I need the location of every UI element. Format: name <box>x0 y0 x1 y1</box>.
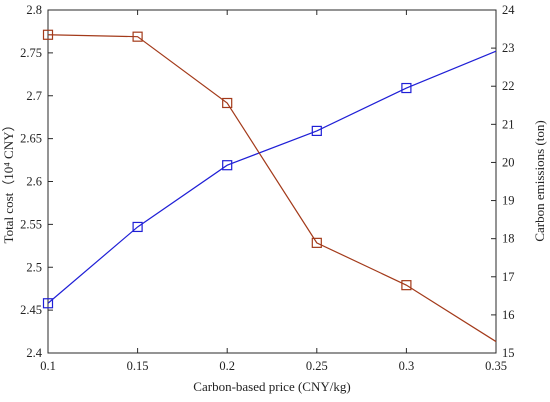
data-point-marker-right-axis <box>222 97 233 109</box>
y-left-tick-label: 2.4 <box>26 346 42 360</box>
y-left-tick-label: 2.6 <box>26 175 42 189</box>
y-right-tick-label: 23 <box>502 41 515 55</box>
x-axis-title: Carbon-based price (CNY/kg) <box>193 379 350 394</box>
y-right-tick-label: 15 <box>502 346 515 360</box>
data-point-marker-left-axis <box>401 82 412 94</box>
y-right-tick-label: 18 <box>502 232 515 246</box>
y-left-tick-label: 2.8 <box>26 3 42 17</box>
x-tick-label: 0.3 <box>399 359 415 373</box>
plot-area <box>47 9 497 354</box>
ticks-layer: 0.1 0.15 0.2 0.25 0.3 0.35 2.4 2.45 2.5 2.55 2.6 2.… <box>20 3 515 373</box>
y-left-axis-title: Total cost（10⁴ CNY） <box>1 119 16 244</box>
y-left-tick-label: 2.75 <box>20 46 42 60</box>
x-tick-label: 0.15 <box>127 359 149 373</box>
y-right-tick-label: 24 <box>502 3 515 17</box>
y-left-tick-label: 2.5 <box>26 260 42 274</box>
series-layer <box>42 29 497 343</box>
y-right-tick-label: 21 <box>502 117 515 131</box>
x-tick-label: 0.1 <box>40 359 56 373</box>
x-tick-label: 0.2 <box>219 359 235 373</box>
y-right-tick-label: 20 <box>502 155 515 169</box>
y-right-tick-label: 22 <box>502 79 515 93</box>
data-point-marker-right-axis <box>42 29 54 40</box>
y-left-tick-label: 2.7 <box>26 89 42 103</box>
series-line-right-axis <box>47 34 497 343</box>
y-left-tick-label: 2.55 <box>20 217 42 231</box>
y-right-tick-label: 19 <box>502 194 515 208</box>
data-point-marker-left-axis <box>222 160 233 171</box>
y-right-axis-title: Carbon emissions (ton) <box>532 120 547 241</box>
data-point-marker-right-axis <box>401 280 412 291</box>
x-tick-label: 0.25 <box>306 359 328 373</box>
y-right-tick-label: 16 <box>502 308 515 322</box>
data-point-marker-right-axis <box>311 237 322 248</box>
data-point-marker-left-axis <box>42 298 54 309</box>
series-line-left-axis <box>47 50 497 304</box>
y-left-tick-label: 2.65 <box>20 132 42 146</box>
x-tick-label: 0.35 <box>485 359 507 373</box>
data-point-marker-left-axis <box>311 125 322 137</box>
data-point-marker-left-axis <box>132 221 143 233</box>
y-right-tick-label: 17 <box>502 270 515 284</box>
y-left-tick-label: 2.45 <box>20 303 42 317</box>
data-point-marker-right-axis <box>132 31 143 42</box>
